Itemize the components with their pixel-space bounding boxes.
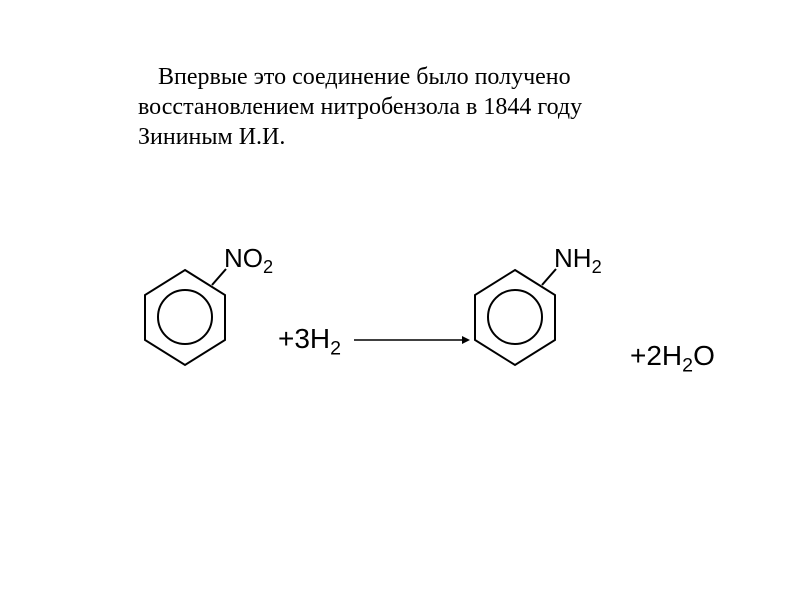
reaction-arrow-icon xyxy=(352,330,472,350)
water-byproduct: +2H2O xyxy=(630,340,715,378)
para-line3: Зининым И.И. xyxy=(138,124,285,150)
nitrobenzene-structure: NO2 xyxy=(130,255,240,375)
chemical-equation: NO2 +3H2 NH2 +2H2O xyxy=(130,235,750,395)
amino-group-label: NH2 xyxy=(554,243,602,278)
aniline-structure: NH2 xyxy=(460,255,570,375)
para-line2: восстановлением нитробензола в 1844 году xyxy=(138,94,582,120)
intro-paragraph: Впервые это соединение было получено вос… xyxy=(138,62,698,152)
nitro-group-label: NO2 xyxy=(224,243,273,278)
para-line1: Впервые это соединение было получено xyxy=(158,64,571,90)
hydrogen-reagent: +3H2 xyxy=(278,323,341,361)
